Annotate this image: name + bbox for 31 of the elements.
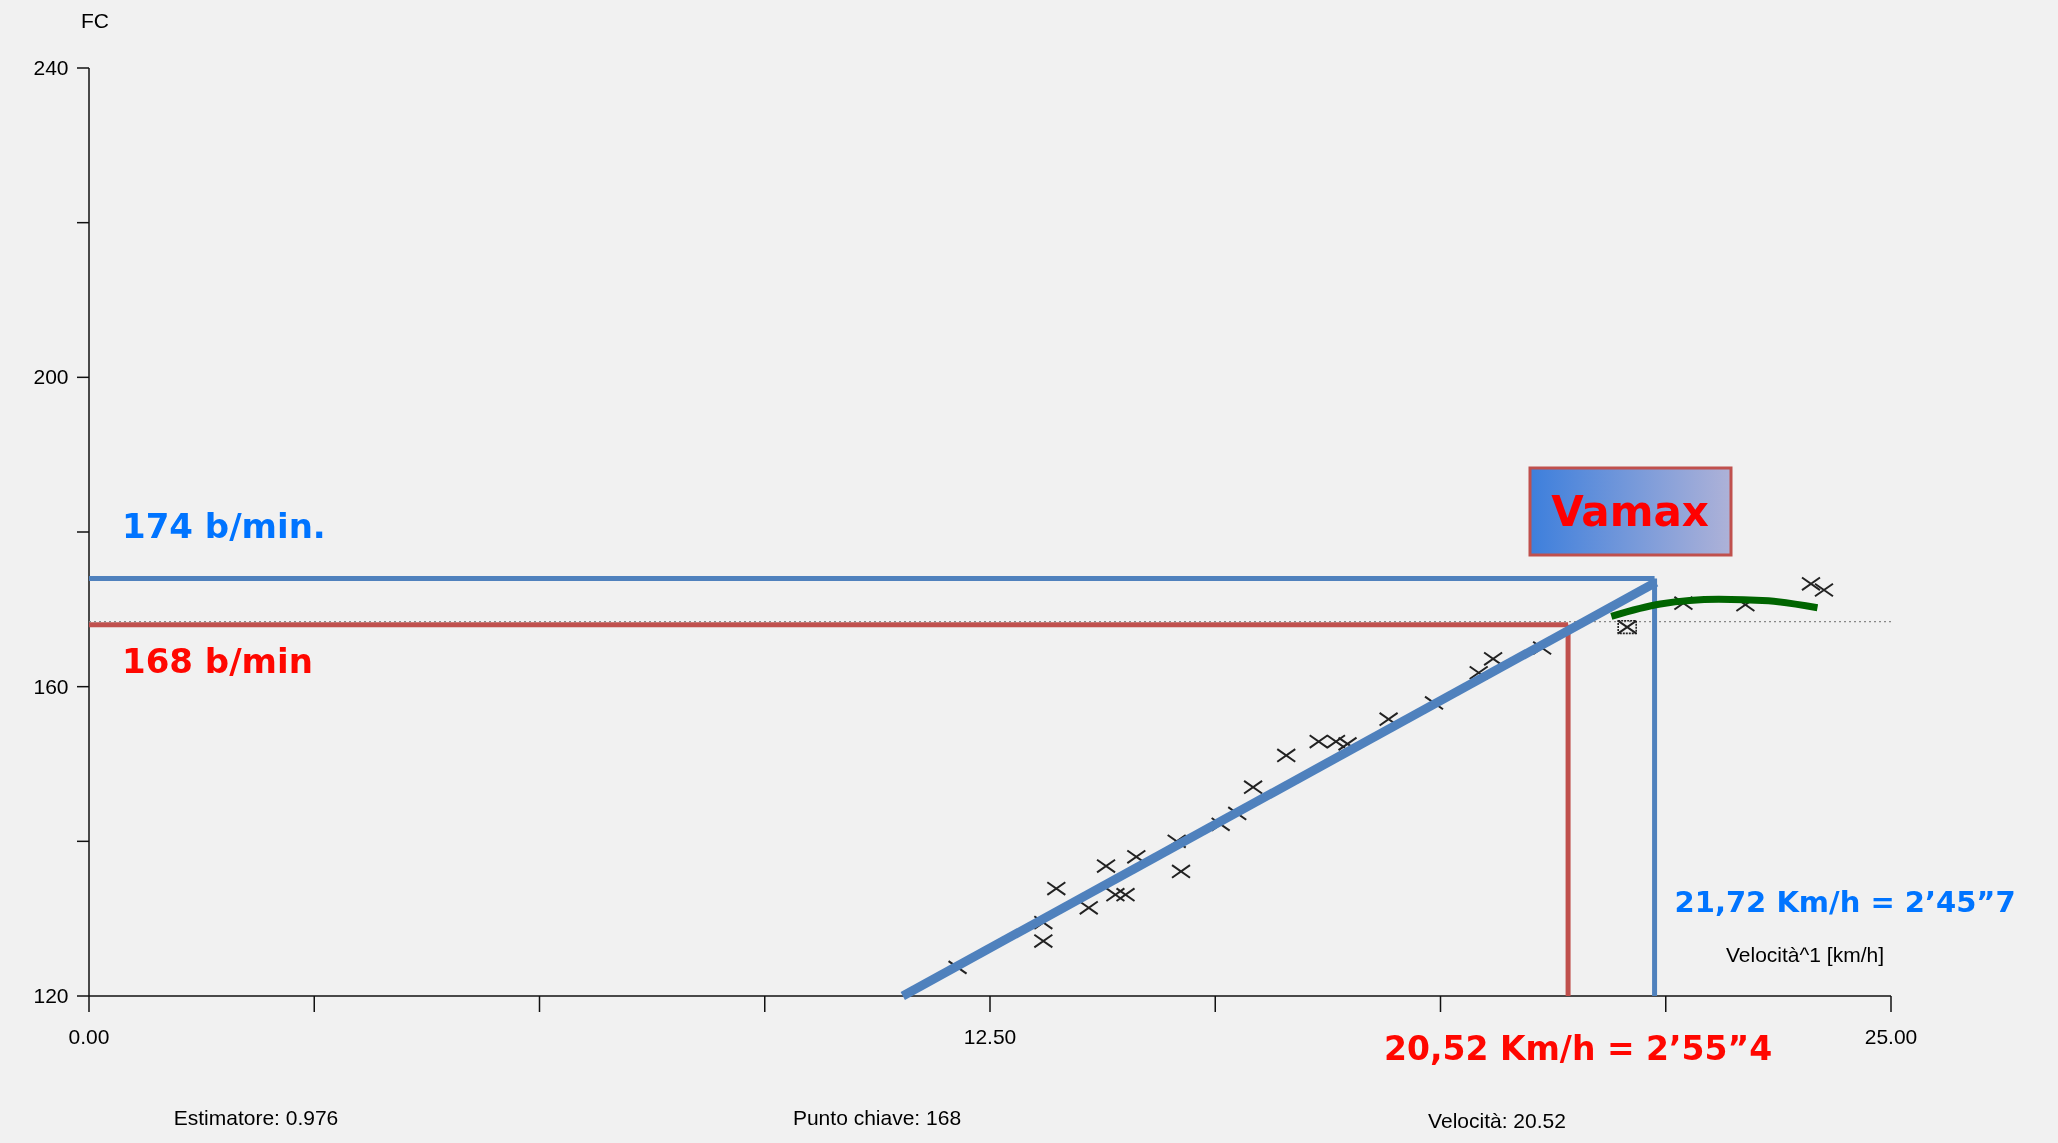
point [1813, 582, 1834, 598]
point [1243, 779, 1264, 795]
point [1115, 887, 1136, 902]
point [1483, 651, 1504, 667]
y-tick-label: 160 [33, 674, 69, 698]
ref-line-label: 20,52 Km/h = 2’55”4 [1384, 1029, 1773, 1068]
x-axis-title: Velocità^1 [km/h] [1725, 943, 1885, 966]
text: Estimatore: 0.976 [173, 1106, 339, 1129]
point [1105, 887, 1126, 902]
y-axis-title: FC [81, 9, 109, 32]
ref-line-label: 168 b/min [122, 640, 313, 681]
y-tick-label: 240 [33, 56, 69, 79]
point [1276, 748, 1297, 763]
point [1617, 619, 1638, 635]
text: Velocità: 20.52 [1428, 1109, 1566, 1132]
y-tick-label: 120 [33, 984, 69, 1007]
text: Punto chiave: 168 [792, 1106, 962, 1129]
y-tick-label: 200 [33, 365, 69, 389]
x-tick-label: 0.00 [68, 1025, 110, 1048]
point [1096, 858, 1117, 874]
x-tick-label: 25.00 [1864, 1025, 1918, 1048]
point [1033, 933, 1054, 949]
ref-line-label: 21,72 Km/h = 2’45”7 [1674, 885, 2016, 919]
ref-line-label: 174 b/min. [122, 506, 326, 547]
point [1078, 900, 1099, 916]
point [1171, 864, 1192, 879]
point [1800, 576, 1821, 592]
annotation: Vamax [1551, 487, 1709, 536]
x-tick-label: 12.50 [963, 1025, 1017, 1048]
point [1046, 881, 1067, 896]
point [1673, 595, 1694, 611]
